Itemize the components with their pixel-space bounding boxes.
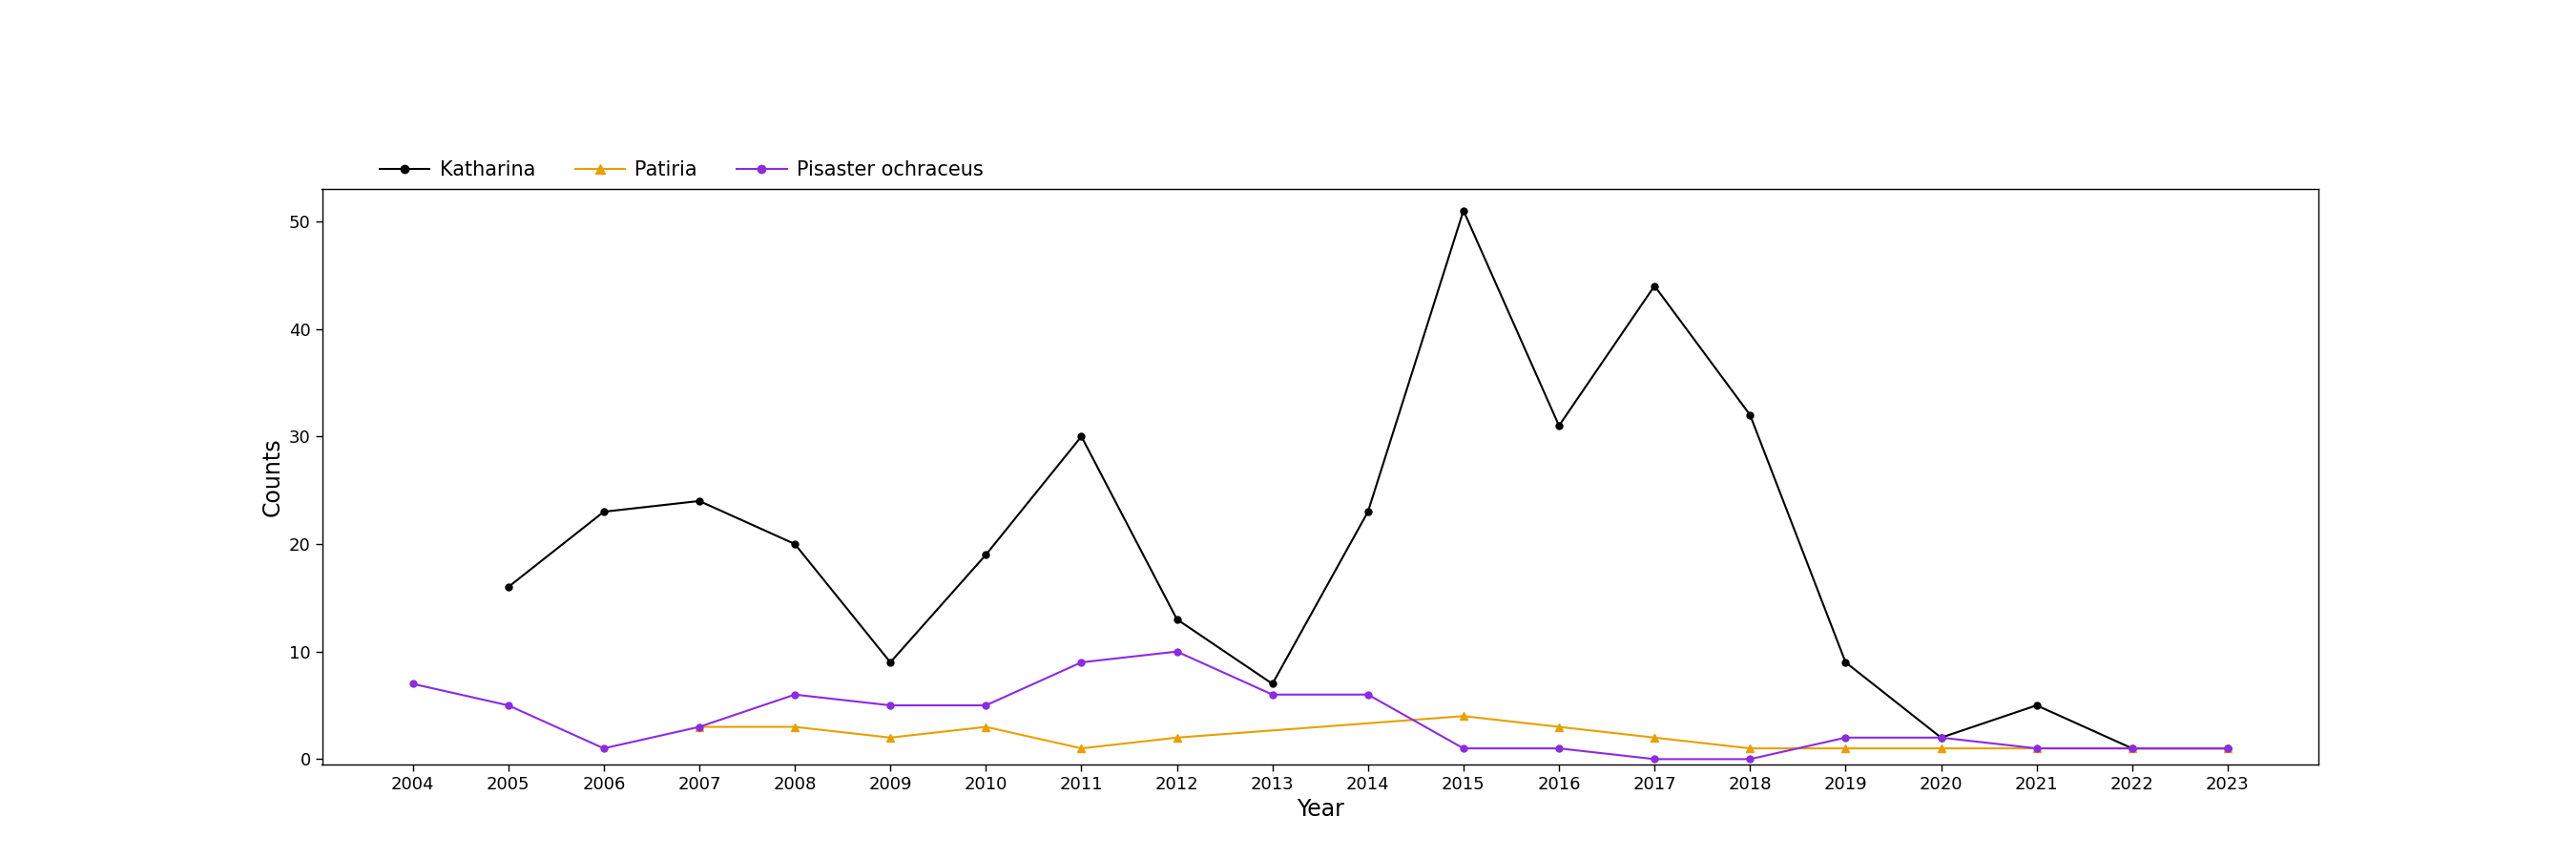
Y-axis label: Counts: Counts	[260, 437, 283, 516]
X-axis label: Year: Year	[1296, 798, 1345, 821]
Legend: Katharina, Patiria, Pisaster ochraceus: Katharina, Patiria, Pisaster ochraceus	[371, 153, 992, 188]
